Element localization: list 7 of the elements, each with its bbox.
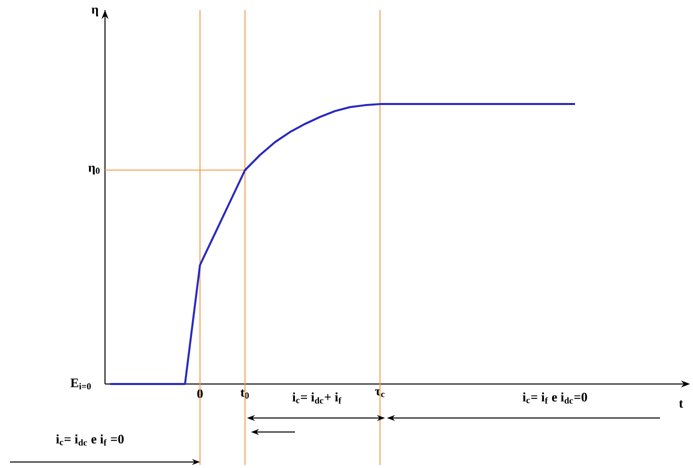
ref-line-label: η$_{0}$ [88,166,100,175]
text: η [92,8,98,16]
text: i$_{c}$= i$_{dc}$ e i$_{f}$ =0 [56,434,124,446]
text: t [679,400,684,408]
text: i$_{c}$= i$_{f}$ e i$_{dc}$=0 [522,392,588,404]
text: E$_{i=0}$ [70,378,91,390]
text: i$_{c}$= i$_{dc}$+ i$_{f}$ [292,392,342,404]
